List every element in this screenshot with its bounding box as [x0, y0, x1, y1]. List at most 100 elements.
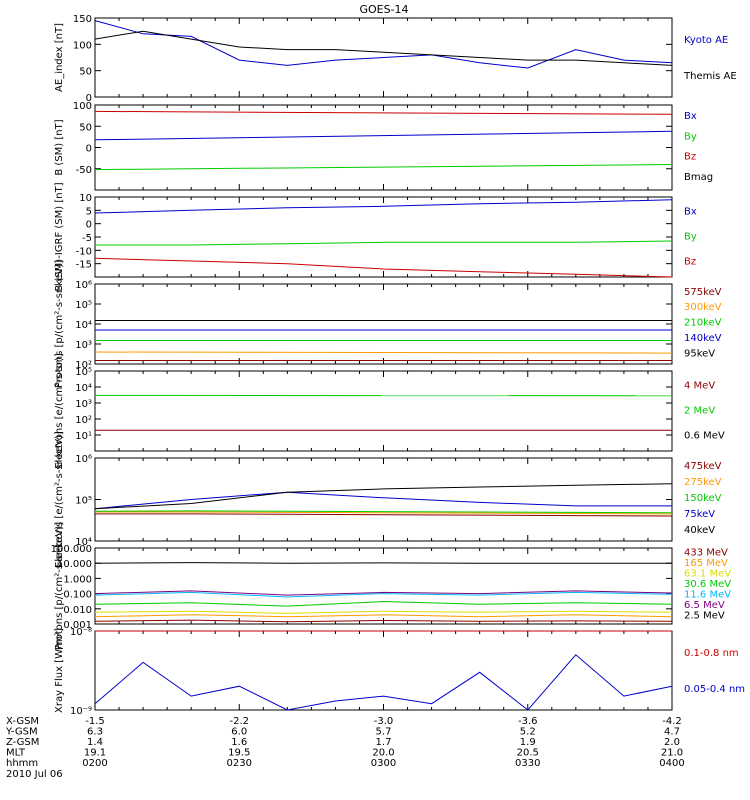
- ephemeris-value: 0230: [227, 758, 252, 769]
- ephemeris-value: 6.3: [87, 727, 103, 738]
- ephemeris-value: 20.0: [372, 748, 394, 759]
- legend-entry: 210keV: [684, 318, 722, 329]
- series-line-3: [94, 110, 673, 115]
- legend-entry: 30.6 MeV: [684, 579, 731, 590]
- series-line-1: [94, 199, 673, 214]
- legend-entry: 0.6 MeV: [684, 431, 725, 442]
- y-tick-label: 10⁴: [75, 320, 92, 331]
- ephemeris-value: -3.6: [518, 716, 538, 727]
- legend-entry: Themis AE: [683, 71, 737, 82]
- ephemeris-value: 0300: [371, 758, 396, 769]
- y-tick-label: 10³: [75, 340, 92, 351]
- series-line-5: [94, 483, 673, 510]
- ephemeris-value: 1.6: [231, 737, 247, 748]
- y-tick-label: 50: [79, 67, 92, 78]
- ephemeris-value: 4.7: [664, 727, 680, 738]
- y-axis-label: AE_index [nT]: [54, 23, 65, 92]
- panel-5: 10¹ 10² 10³ 10⁴ 10⁵ Electrons [e/(cm²-s-sr)] 4…: [54, 353, 725, 469]
- legend-entry: 40keV: [684, 525, 715, 536]
- series-line-5: [94, 591, 673, 598]
- y-tick-label: 10⁻⁸: [70, 627, 92, 638]
- y-tick-label: 10⁴: [75, 537, 92, 548]
- legend-entry: 140keV: [684, 333, 722, 344]
- y-tick-label: 150: [73, 14, 92, 25]
- y-tick-label: 5: [86, 206, 92, 217]
- legend-entry: 0.05-0.4 nm: [684, 684, 745, 695]
- ephemeris-value: 1.4: [87, 737, 103, 748]
- legend-entry: 63.1 MeV: [684, 569, 731, 580]
- panel-6: 10⁴ 10⁵ 10⁶ Electrons [e/(cm²-s-sr-keV)] 475…: [54, 431, 722, 568]
- legend-entry: 2.5 MeV: [684, 611, 725, 622]
- legend-entry: 75keV: [684, 509, 715, 520]
- series-line-1: [94, 619, 673, 623]
- series-line-2: [94, 654, 673, 711]
- legend-entry: 275keV: [684, 477, 722, 488]
- series-line-2: [95, 511, 673, 515]
- legend-entry: 300keV: [684, 302, 722, 313]
- ephemeris-row-label: X-GSM: [6, 716, 39, 727]
- ephemeris-value: 5.7: [376, 727, 392, 738]
- ephemeris-date: 2010 Jul 06: [6, 769, 63, 780]
- y-axis-label: B (SM)-IGRF (SM) [nT]: [54, 182, 65, 291]
- legend-entry: 11.6 MeV: [684, 590, 731, 601]
- legend-entry: Kyoto AE: [684, 35, 728, 46]
- legend-entry: Bz: [684, 257, 696, 268]
- legend-entry: 2 MeV: [684, 406, 715, 417]
- ephemeris-value: 20.5: [517, 748, 539, 759]
- y-tick-label: 0.001: [63, 620, 92, 631]
- legend-entry: Bmag: [684, 172, 713, 183]
- y-tick-label: 10²: [75, 360, 92, 371]
- ephemeris-row-label: MLT: [6, 748, 26, 759]
- series-line-7: [94, 562, 672, 564]
- ephemeris-value: -4.2: [662, 716, 682, 727]
- y-tick-label: 100: [73, 101, 92, 112]
- ephemeris-value: -2.2: [229, 716, 249, 727]
- ephemeris-value: 1.9: [520, 737, 536, 748]
- y-tick-label: -15: [76, 260, 92, 271]
- figure-title: GOES-14: [359, 3, 408, 16]
- y-axis-label: Electrons [e/(cm²-s-sr)]: [54, 353, 65, 469]
- series-line-4: [94, 600, 673, 607]
- panel-frame: [94, 104, 673, 191]
- ephemeris-row-label: Y-GSM: [5, 727, 38, 738]
- y-axis-label: Electrons [e/(cm²-s-sr-keV)]: [54, 431, 65, 568]
- panel-frame: [94, 196, 673, 278]
- ephemeris-value: 2.0: [664, 737, 680, 748]
- y-tick-label: 0.100: [63, 590, 92, 601]
- ephemeris-value: 1.7: [376, 737, 392, 748]
- y-tick-label: 10¹: [75, 431, 92, 442]
- ephemeris-value: 21.0: [661, 748, 683, 759]
- ephemeris-value: 0400: [659, 758, 684, 769]
- y-tick-label: 50: [79, 122, 92, 133]
- y-axis-label: Protons [p/(cm²-s-sr-keV)]: [54, 522, 65, 650]
- panel-4: 10² 10³ 10⁴ 10⁵ 10⁶ Protons [p/(cm²-s-sr-keV)…: [54, 260, 722, 388]
- ephemeris-value: 19.1: [84, 748, 106, 759]
- y-tick-label: 10⁴: [75, 383, 92, 394]
- y-tick-label: 0: [86, 144, 92, 155]
- y-tick-label: 0: [86, 220, 92, 231]
- series-line-1: [94, 130, 673, 141]
- legend-entry: By: [684, 232, 697, 243]
- panel-3: -15 -10 -5 0 5 10 B (SM)-IGRF (SM) [nT] Bx By Bz: [54, 182, 697, 291]
- ephemeris-row-label: hhmm: [6, 758, 38, 769]
- panel-8: 10⁻⁹ 10⁻⁸ Xray Flux [W/m²] 0.1-0.8 nm 0.05-0…: [54, 627, 745, 717]
- legend-entry: 95keV: [684, 348, 715, 359]
- ephemeris-value: 6.0: [231, 727, 247, 738]
- legend-entry: 433 MeV: [684, 547, 728, 558]
- panel-frame: [94, 370, 673, 452]
- y-tick-label: 10: [79, 193, 92, 204]
- y-tick-label: 10⁻⁹: [70, 706, 92, 717]
- y-tick-label: 10⁵: [75, 367, 92, 378]
- series-line-1: [95, 513, 673, 517]
- y-tick-label: 10⁶: [75, 280, 92, 291]
- y-axis-label: Xray Flux [W/m²]: [54, 628, 65, 713]
- y-tick-label: 0: [86, 93, 92, 104]
- legend-entry: 475keV: [684, 461, 722, 472]
- ephemeris-row-label: Z-GSM: [6, 737, 39, 748]
- legend-entry: 0.1-0.8 nm: [684, 648, 739, 659]
- series-line-2: [94, 164, 673, 171]
- y-tick-label: -5: [82, 233, 92, 244]
- ephemeris-table: X-GSM -1.5 -2.2 -3.0 -3.6 -4.2 Y-GSM 6.3 6.0 5.7 5…: [5, 716, 685, 780]
- legend-entry: Bz: [684, 152, 696, 163]
